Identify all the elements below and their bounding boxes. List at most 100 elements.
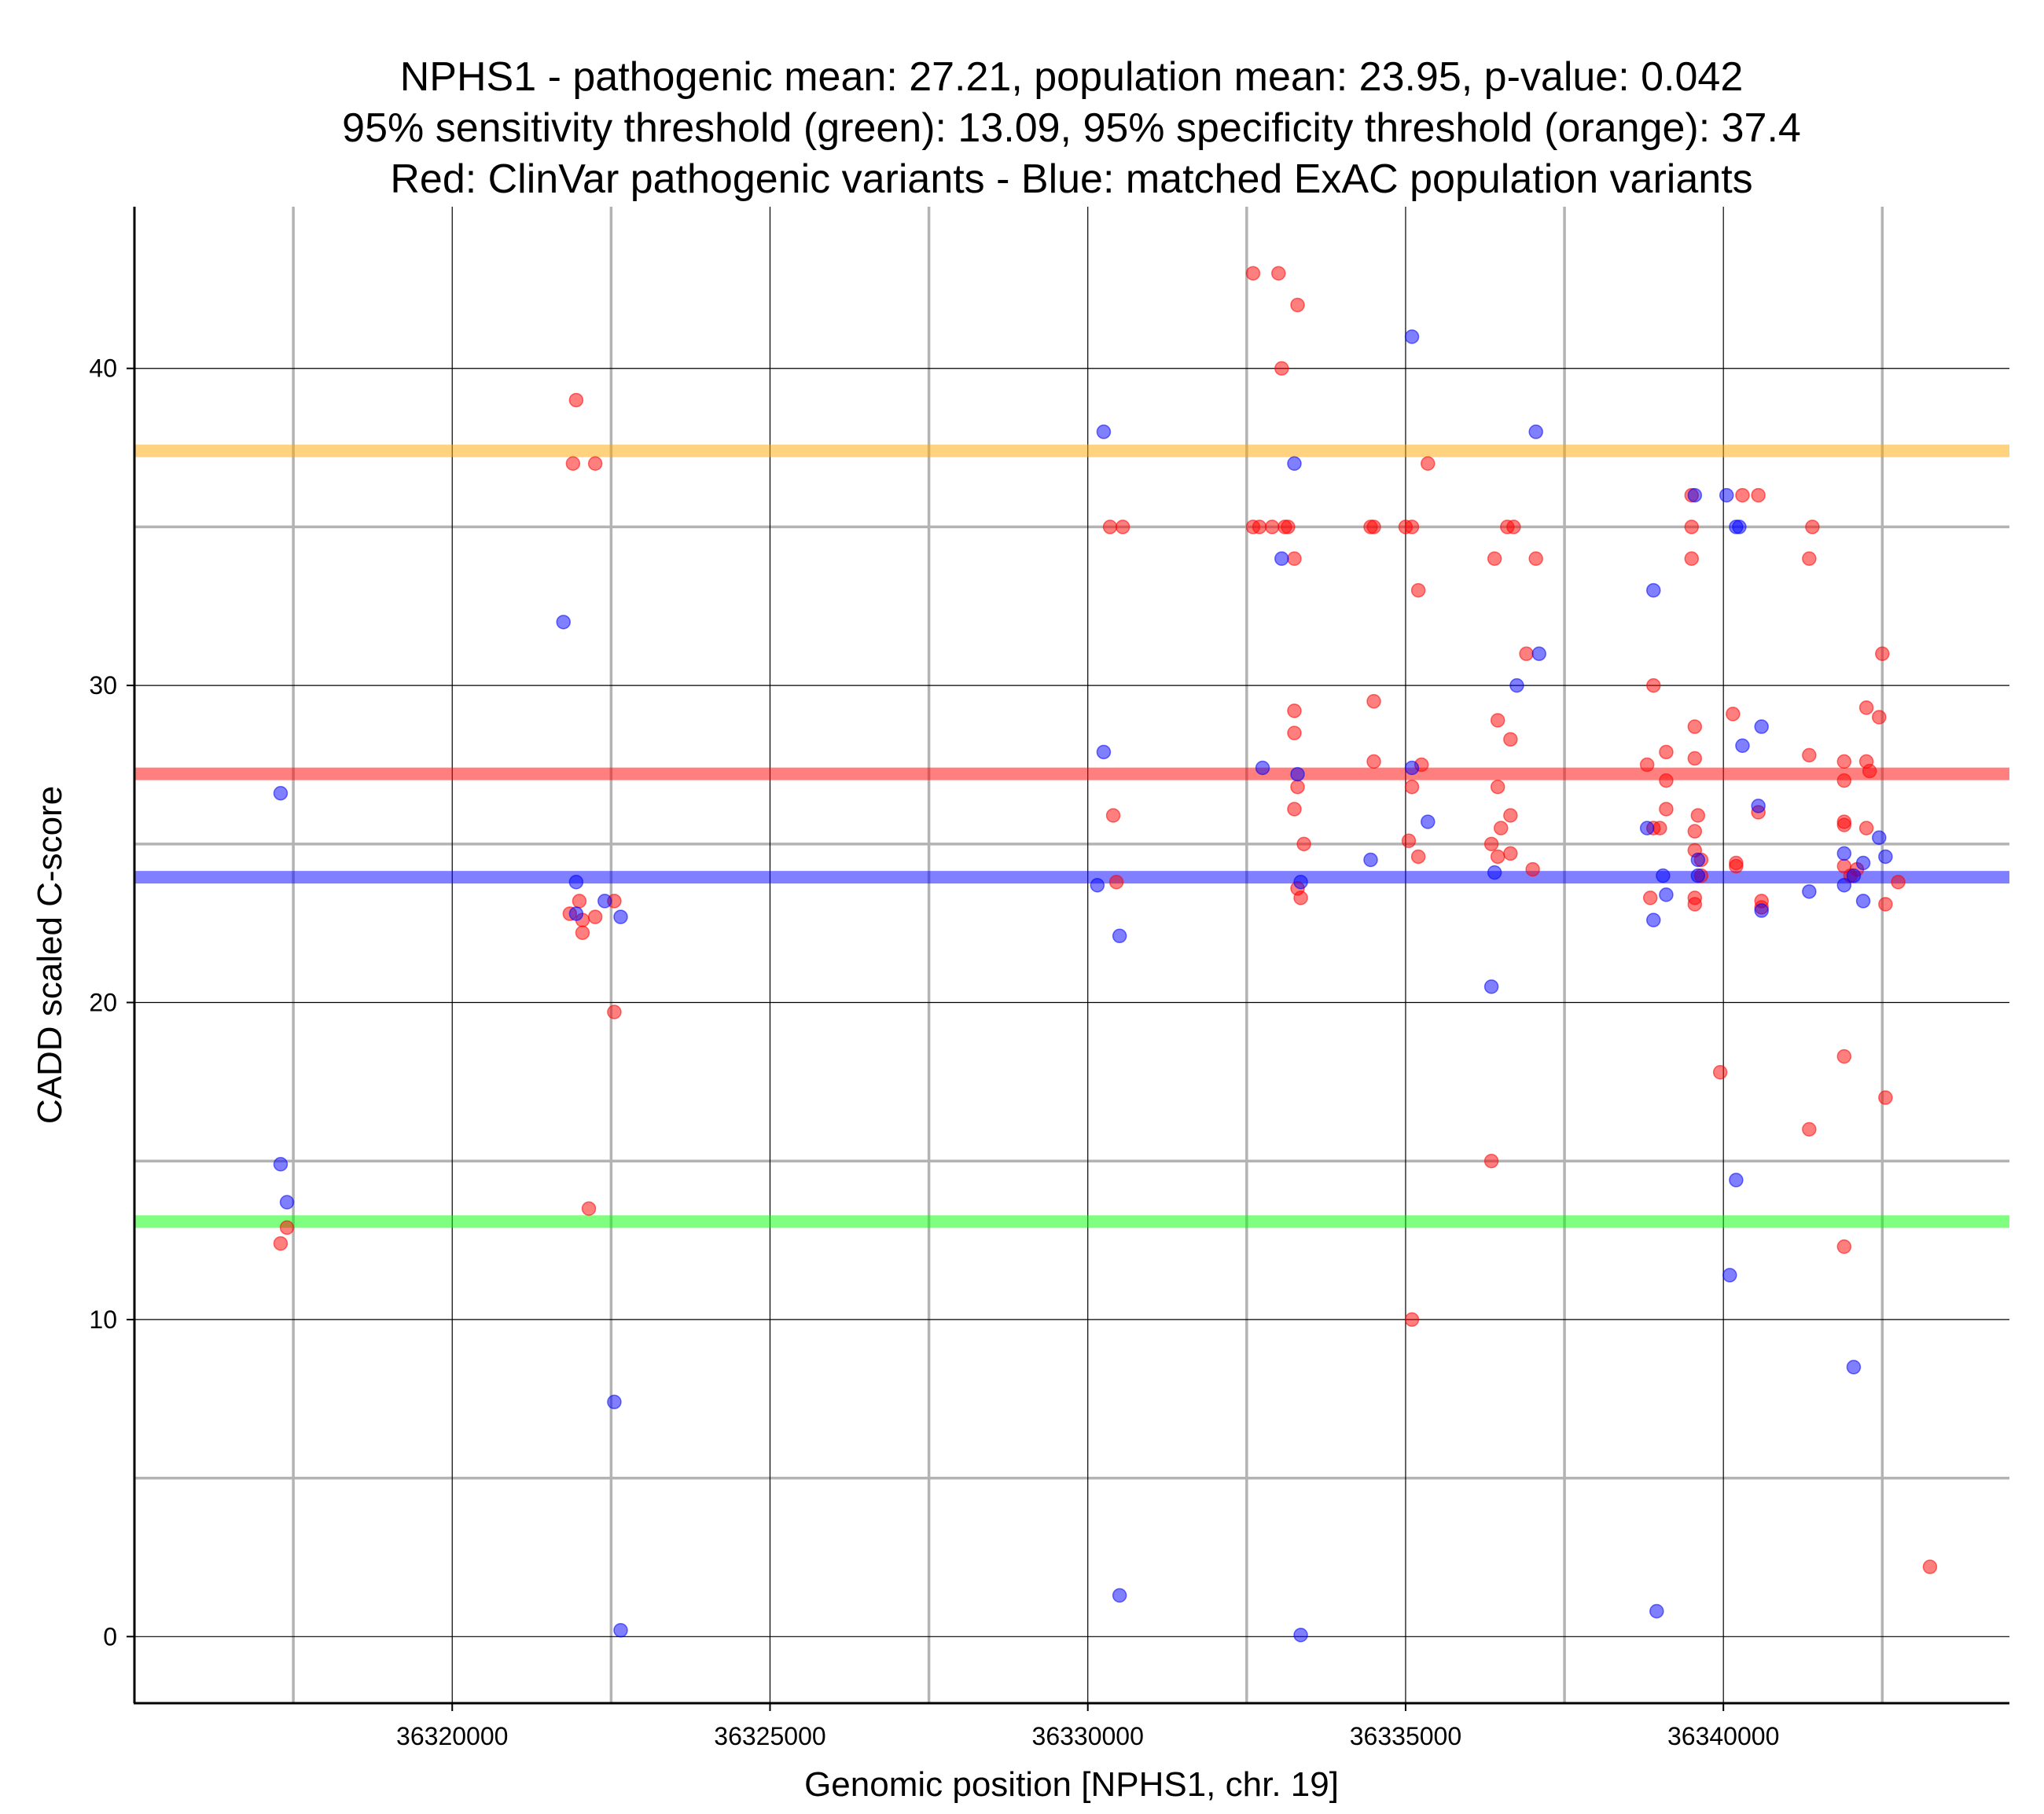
population-point [1722,1268,1737,1283]
pathogenic-point [1503,732,1518,747]
pathogenic-point [1652,821,1667,835]
pathogenic-point [568,392,584,408]
pathogenic-point [1503,846,1518,861]
population-point [1420,814,1436,829]
population-point [1878,849,1893,865]
population-point [1404,329,1420,344]
pathogenic-point [1410,582,1426,598]
pathogenic-point [1802,747,1817,763]
pathogenic-point [1528,551,1543,567]
population-point [1855,855,1871,871]
population-point [613,909,628,924]
pathogenic-point [1802,551,1817,567]
pathogenic-point [1891,874,1906,890]
pathogenic-point [1490,713,1505,728]
pathogenic-point [1366,694,1381,709]
pathogenic-point [581,1201,597,1216]
pathogenic-point [1836,1048,1852,1064]
population-point [1735,738,1750,754]
pathogenic-point [1264,520,1280,534]
population-point [1287,456,1302,471]
y-tick-label: 10 [89,1305,117,1334]
pathogenic-point [1493,821,1509,835]
pathogenic-point [1684,520,1700,534]
pathogenic-point [1274,361,1289,376]
pathogenic-point [1102,520,1118,534]
pathogenic-point [1690,808,1706,823]
population-point [1659,887,1674,902]
pathogenic-point [1639,757,1655,773]
population-point [1729,1173,1744,1188]
population-point [1690,852,1706,868]
population-point [1096,424,1112,439]
population-point [273,786,289,801]
population-point [1836,878,1852,893]
population-point [568,906,584,921]
pathogenic-point [1487,551,1502,567]
y-axis-label: CADD scaled C-score [31,786,69,1124]
pathogenic-point [1401,833,1417,849]
population-point [1112,1588,1127,1603]
population-point [1687,487,1703,503]
population-point [1846,1360,1862,1375]
pathogenic-point [1862,763,1877,779]
pathogenic-point [1410,849,1426,865]
pathogenic-point [1872,710,1887,725]
pathogenic-point [1836,754,1852,769]
data-points [273,266,1938,1643]
pathogenic-point [575,925,590,941]
pathogenic-point [587,909,603,924]
pathogenic-point [1836,773,1852,788]
pathogenic-point [1858,700,1874,715]
y-tick-label: 30 [89,671,117,700]
pathogenic-point [1646,677,1661,693]
pathogenic-point [1836,1239,1852,1254]
population-point [1112,928,1127,944]
population-point [1646,913,1661,927]
y-tick-label: 0 [103,1622,117,1651]
pathogenic-point [1490,849,1505,865]
chart-title: NPHS1 - pathogenic mean: 27.21, populati… [342,54,1801,202]
population-point [1754,903,1769,918]
x-tick-label: 36340000 [1667,1722,1779,1750]
population-point [1690,868,1706,883]
x-axis-label: Genomic position [NPHS1, chr. 19] [804,1765,1339,1804]
population-point [1404,760,1420,776]
pathogenic-point [1483,1153,1499,1169]
pathogenic-point [607,1004,622,1019]
pathogenic-point [587,456,603,471]
pathogenic-point [1483,836,1499,852]
pathogenic-point [1687,897,1703,912]
pathogenic-point [1293,890,1308,905]
x-tick-label: 36320000 [396,1722,508,1750]
population-point [1649,1603,1664,1619]
pathogenic-point [1659,744,1674,760]
pathogenic-point [1684,551,1700,567]
x-tick-label: 36330000 [1032,1722,1144,1750]
pathogenic-point [1836,817,1852,832]
population-point [1754,719,1769,734]
pathogenic-point [1878,1090,1893,1105]
population-point [1855,894,1871,909]
pathogenic-point [1506,520,1521,534]
x-tick-label: 36325000 [714,1722,825,1750]
pathogenic-point [1404,779,1420,795]
population-point [1528,424,1543,439]
population-point [1656,868,1671,883]
pathogenic-point [1115,520,1130,534]
population-point [1846,868,1862,883]
pathogenic-point [1687,719,1703,734]
population-point [1096,744,1112,760]
pathogenic-point [1290,779,1305,795]
pathogenic-point [1687,824,1703,839]
population-point [1646,582,1661,598]
title-line-2: 95% sensitivity threshold (green): 13.09… [342,105,1801,151]
minor-gridlines [134,207,2009,1703]
pathogenic-point [1659,773,1674,788]
pathogenic-point [572,894,587,909]
pathogenic-point [1875,646,1890,662]
pathogenic-point [1642,890,1658,905]
pathogenic-point [1503,808,1518,823]
pathogenic-point [1290,297,1305,313]
